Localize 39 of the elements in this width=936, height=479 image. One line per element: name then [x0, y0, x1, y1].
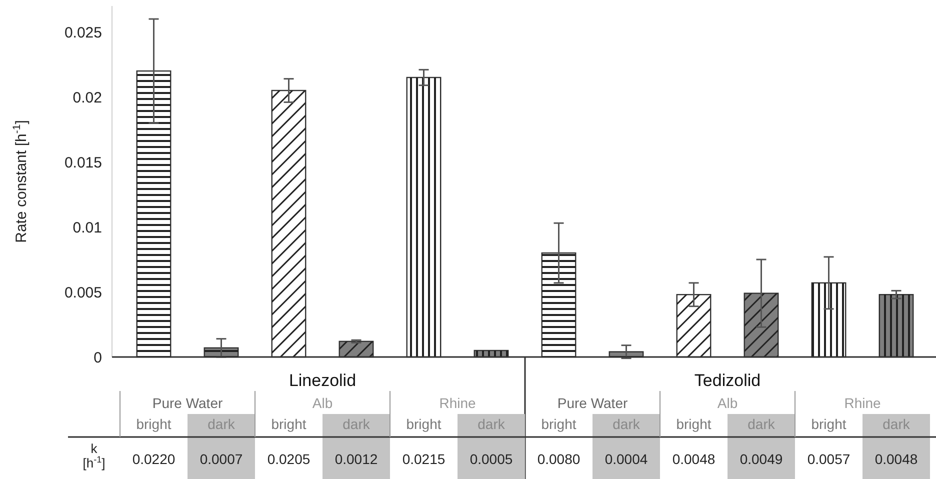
data-label: 0.0004 — [604, 450, 648, 467]
text: Rhine — [439, 395, 476, 411]
data-label: 0.0005 — [470, 450, 513, 467]
data-label: 0.0080 — [537, 450, 580, 467]
x-tick-label: dark — [612, 416, 641, 432]
x-tick-label: dark — [882, 416, 911, 432]
text: Alb — [717, 395, 738, 411]
x-tick-label: dark — [342, 416, 371, 432]
x-tick-label: dark — [478, 416, 506, 432]
text: Rhine — [844, 395, 881, 411]
data-label: 0.0048 — [672, 450, 716, 467]
data-label: 0.0007 — [200, 450, 243, 467]
x-tick-label: bright — [271, 416, 306, 432]
data-label: 0.0048 — [874, 450, 918, 467]
x-tick-label: bright — [541, 416, 576, 432]
y-tick-label: 0 — [94, 349, 102, 366]
x-tick-label: dark — [208, 416, 236, 432]
data-label: 0.0049 — [740, 450, 783, 467]
text: k [h$^{-1}$] — [82, 441, 106, 470]
y-tick-label: 0.02 — [72, 89, 102, 106]
text: Linezolid — [288, 371, 356, 390]
text: Pure Water — [557, 395, 628, 411]
data-label: 0.0205 — [267, 450, 310, 467]
data-label: 0.0012 — [334, 450, 378, 467]
y-tick-label: 0.015 — [64, 154, 102, 172]
text: Pure Water — [152, 395, 223, 411]
x-tick-label: bright — [676, 416, 712, 432]
x-tick-label: bright — [811, 416, 846, 432]
text: Tedizolid — [694, 371, 761, 390]
y-tick-label: 0.025 — [64, 24, 102, 42]
data-label: 0.0057 — [807, 450, 850, 467]
data-label: 0.0220 — [132, 450, 176, 467]
y-tick-label: 0.01 — [72, 219, 102, 236]
x-tick-label: bright — [406, 416, 442, 432]
x-tick-label: bright — [136, 416, 172, 432]
x-tick-label: dark — [748, 416, 776, 432]
y-tick-label: 0.005 — [64, 284, 102, 302]
data-label: 0.0215 — [402, 450, 446, 467]
text: Alb — [312, 395, 333, 411]
